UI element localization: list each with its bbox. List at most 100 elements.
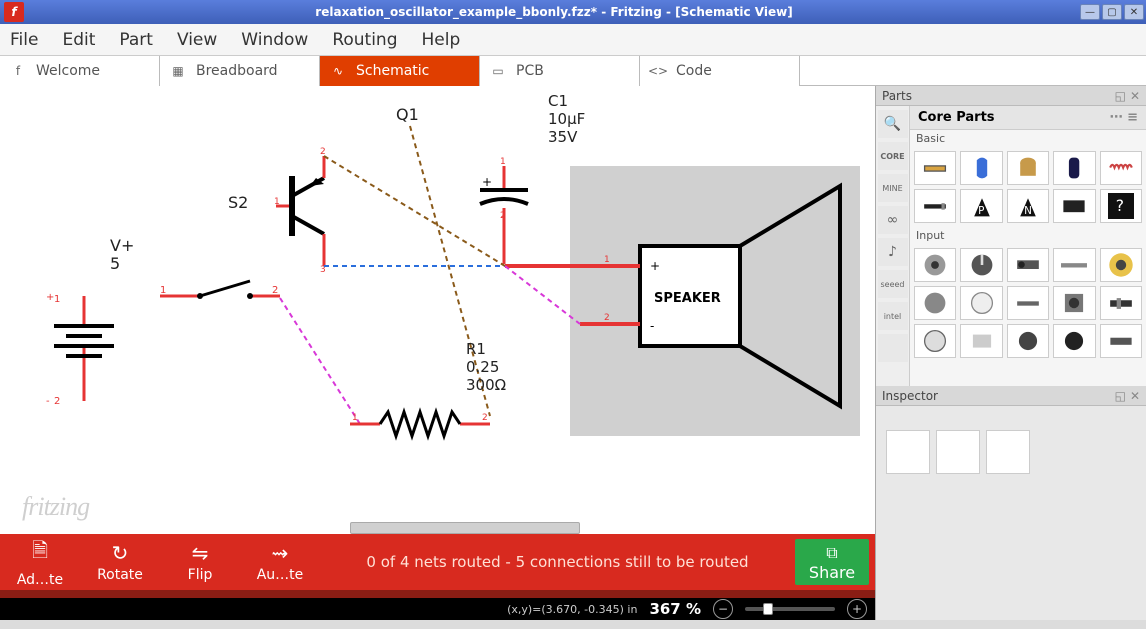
svg-text:300Ω: 300Ω (466, 376, 506, 394)
coords-readout: (x,y)=(3.670, -0.345) in (507, 603, 637, 616)
part-sensor[interactable] (1100, 248, 1142, 282)
part-capacitor[interactable] (960, 151, 1002, 185)
horizontal-scrollbar[interactable] (350, 522, 580, 534)
tab-code-label: Code (676, 63, 712, 79)
part-resistor[interactable] (914, 151, 956, 185)
tab-pcb[interactable]: ▭PCB (480, 56, 640, 86)
part-toggle[interactable] (1100, 324, 1142, 358)
add-note-button[interactable]: 🗎Ad…te (0, 534, 80, 590)
menu-window[interactable]: Window (241, 30, 308, 50)
tab-schematic-label: Schematic (356, 63, 429, 79)
zoom-in-button[interactable]: + (847, 599, 867, 619)
parts-panel-title: Parts (882, 89, 912, 103)
svg-text:+: + (482, 175, 492, 189)
part-inductor[interactable] (1100, 151, 1142, 185)
parts-cat-more[interactable] (878, 334, 908, 362)
parts-panel-header: Parts ◱ ✕ (876, 86, 1146, 106)
svg-text:Q1: Q1 (396, 105, 419, 124)
parts-section-input-label: Input (910, 227, 1146, 244)
close-button[interactable]: ✕ (1124, 4, 1144, 20)
part-slide[interactable] (1100, 286, 1142, 320)
tab-welcome[interactable]: fWelcome (0, 56, 160, 86)
menu-view[interactable]: View (177, 30, 217, 50)
tab-welcome-label: Welcome (36, 63, 100, 79)
tab-pcb-label: PCB (516, 63, 544, 79)
svg-text:-: - (46, 396, 50, 407)
zoom-slider[interactable] (745, 607, 835, 611)
part-transistor-p[interactable]: P (960, 189, 1002, 223)
part-mic[interactable] (1007, 324, 1049, 358)
part-transistor-n[interactable]: N (1007, 189, 1049, 223)
parts-category-column: 🔍 CORE MINE ∞ ♪ seeed intel (876, 106, 910, 386)
part-joystick[interactable] (1007, 248, 1049, 282)
menu-file[interactable]: File (10, 30, 38, 50)
svg-text:1: 1 (500, 157, 506, 167)
part-ic[interactable] (1053, 189, 1095, 223)
part-electrolytic[interactable] (1007, 151, 1049, 185)
part-diode[interactable] (914, 189, 956, 223)
svg-text:1: 1 (54, 294, 60, 305)
part-mystery[interactable]: ? (1100, 189, 1142, 223)
parts-cat-seeed[interactable]: seeed (878, 270, 908, 298)
svg-text:-: - (650, 319, 654, 333)
parts-cat-intel[interactable]: intel (878, 302, 908, 330)
parts-cat-arduino[interactable]: ∞ (878, 206, 908, 234)
undock-inspector-icon[interactable]: ◱ (1115, 389, 1126, 403)
part-knob[interactable] (914, 286, 956, 320)
menu-help[interactable]: Help (422, 30, 461, 50)
window-title: relaxation_oscillator_example_bbonly.fzz… (28, 5, 1080, 19)
share-button[interactable]: ⧉Share (795, 539, 869, 585)
zoom-readout: 367 % (649, 600, 701, 618)
parts-panel: 🔍 CORE MINE ∞ ♪ seeed intel Core Parts⋯ … (876, 106, 1146, 386)
part-button[interactable] (1053, 286, 1095, 320)
part-switch[interactable] (1007, 286, 1049, 320)
autoroute-button[interactable]: ⇝Au…te (240, 534, 320, 590)
inspector-panel (876, 406, 1146, 620)
part-photo[interactable] (1053, 324, 1095, 358)
grid-icon: ▦ (170, 63, 186, 79)
menu-part[interactable]: Part (119, 30, 153, 50)
bottom-toolbar: 🗎Ad…te ↻Rotate ⇋Flip ⇝Au…te 0 of 4 nets … (0, 534, 875, 590)
menu-edit[interactable]: Edit (62, 30, 95, 50)
menu-routing[interactable]: Routing (332, 30, 397, 50)
parts-cat-mine[interactable]: MINE (878, 174, 908, 202)
part-pot[interactable] (960, 248, 1002, 282)
app-icon: f (4, 2, 24, 22)
inspector-panel-title: Inspector (882, 389, 938, 403)
parts-bin-title: Core Parts⋯ ≡ (910, 106, 1146, 130)
parts-cat-core[interactable]: CORE (878, 142, 908, 170)
maximize-button[interactable]: ▢ (1102, 4, 1122, 20)
tab-schematic[interactable]: ∿Schematic (320, 56, 480, 86)
rotate-button[interactable]: ↻Rotate (80, 534, 160, 590)
svg-text:SPEAKER: SPEAKER (654, 291, 721, 306)
part-tilt[interactable] (960, 324, 1002, 358)
tab-breadboard[interactable]: ▦Breadboard (160, 56, 320, 86)
parts-search-button[interactable]: 🔍 (878, 110, 908, 138)
part-dial[interactable] (960, 286, 1002, 320)
flame-icon: ♪ (888, 244, 897, 260)
undock-icon[interactable]: ◱ (1115, 89, 1126, 103)
parts-grid-basic: P N ? (910, 147, 1146, 227)
part-timer[interactable] (914, 324, 956, 358)
parts-cat-sparkfun[interactable]: ♪ (878, 238, 908, 266)
zoom-out-button[interactable]: − (713, 599, 733, 619)
part-flex[interactable] (1053, 248, 1095, 282)
inspector-slot-1 (886, 430, 930, 474)
svg-text:V+: V+ (110, 236, 134, 255)
tab-code[interactable]: <>Code (640, 56, 800, 86)
svg-text:1: 1 (352, 413, 358, 423)
svg-text:1: 1 (160, 285, 166, 296)
svg-text:35V: 35V (548, 128, 578, 146)
close-inspector-icon[interactable]: ✕ (1130, 389, 1140, 403)
part-encoder[interactable] (914, 248, 956, 282)
svg-text:S2: S2 (228, 193, 248, 212)
rotate-icon: ↻ (112, 541, 129, 565)
svg-text:2: 2 (54, 396, 60, 407)
close-panel-icon[interactable]: ✕ (1130, 89, 1140, 103)
minimize-button[interactable]: — (1080, 4, 1100, 20)
part-battery[interactable] (1053, 151, 1095, 185)
flip-button[interactable]: ⇋Flip (160, 534, 240, 590)
flip-icon: ⇋ (192, 541, 209, 565)
svg-text:2: 2 (604, 313, 610, 323)
schematic-canvas[interactable]: + - 1 2 V+ 5 1 2 S2 (0, 86, 875, 534)
